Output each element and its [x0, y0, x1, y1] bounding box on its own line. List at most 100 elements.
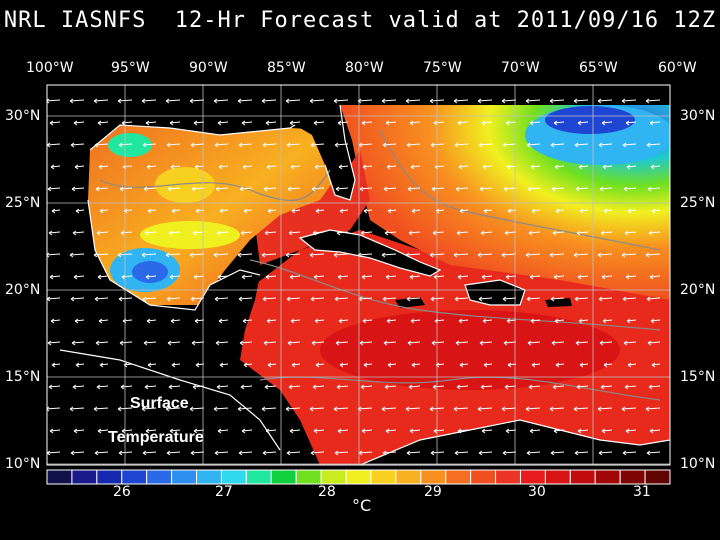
wind-arrow — [263, 186, 277, 192]
wind-arrow — [287, 186, 301, 192]
wind-arrow — [483, 208, 493, 214]
wind-arrow — [75, 208, 85, 214]
wind-arrow — [72, 230, 85, 236]
colorbar-swatch — [470, 469, 497, 485]
wind-arrow — [601, 274, 613, 280]
wind-arrow — [97, 274, 109, 280]
wind-arrow — [147, 362, 157, 368]
colorbar-swatch — [569, 469, 596, 485]
wind-arrow — [213, 252, 229, 258]
wind-arrow — [431, 186, 445, 192]
wind-arrow — [217, 428, 229, 434]
wind-arrow — [334, 142, 349, 148]
wind-arrow — [215, 186, 229, 192]
wind-arrow — [552, 384, 565, 390]
wind-arrow — [479, 186, 493, 192]
wind-arrow — [333, 252, 349, 258]
wind-arrow — [359, 340, 373, 346]
wind-arrow — [529, 120, 541, 126]
wind-arrow — [458, 164, 469, 170]
wind-arrow — [409, 428, 421, 434]
wind-arrow — [602, 318, 613, 324]
wind-arrow — [525, 406, 541, 412]
wind-arrow — [409, 274, 421, 280]
wind-arrow — [573, 252, 589, 258]
wind-arrow — [525, 252, 541, 258]
wind-arrow — [409, 120, 421, 126]
wind-arrow — [527, 186, 541, 192]
wind-arrow — [501, 98, 517, 104]
wind-arrow — [651, 208, 661, 214]
wind-arrow — [549, 406, 565, 412]
wind-arrow — [575, 340, 589, 346]
wind-arrow — [73, 120, 85, 126]
wind-arrow — [338, 164, 349, 170]
wind-arrow — [555, 362, 565, 368]
wind-arrow — [406, 142, 421, 148]
wind-arrow — [289, 274, 301, 280]
wind-arrow — [362, 164, 373, 170]
wind-arrow — [645, 98, 661, 104]
wind-arrow — [625, 274, 637, 280]
wind-arrow — [597, 252, 613, 258]
wind-arrow — [99, 362, 109, 368]
wind-arrow — [285, 406, 301, 412]
wind-arrow — [241, 120, 253, 126]
wind-arrow — [381, 98, 397, 104]
wind-arrow — [171, 362, 181, 368]
wind-arrow — [528, 230, 541, 236]
wind-arrow — [170, 164, 181, 170]
colorbar-swatch — [196, 469, 222, 485]
page-title: NRL IASNFS 12-Hr Forecast valid at 2011/… — [3, 8, 717, 33]
wind-arrow — [311, 340, 325, 346]
wind-arrow — [433, 274, 445, 280]
wind-arrow — [385, 120, 397, 126]
wind-arrow — [219, 208, 229, 214]
wind-arrow — [384, 230, 397, 236]
wind-arrow — [309, 252, 325, 258]
wind-arrow — [263, 340, 277, 346]
wind-arrow — [310, 296, 325, 302]
wind-arrow — [453, 98, 469, 104]
wind-arrow — [313, 120, 325, 126]
cold-core-atlantic — [545, 106, 635, 134]
colorbar-tick-28: 28 — [318, 484, 336, 500]
wind-arrow — [553, 274, 565, 280]
lat-label-10n-right: 10°N — [680, 456, 716, 472]
wind-arrow — [504, 230, 517, 236]
wind-arrow — [382, 450, 397, 456]
wind-arrow — [576, 230, 589, 236]
wind-arrow — [286, 296, 301, 302]
wind-arrow — [169, 428, 181, 434]
wind-arrow — [267, 362, 277, 368]
wind-arrow — [554, 164, 565, 170]
wind-arrow — [601, 120, 613, 126]
colorbar-swatch — [71, 469, 98, 485]
wind-arrow — [453, 406, 469, 412]
wind-arrow — [339, 362, 349, 368]
wind-arrow — [358, 450, 373, 456]
wind-arrow — [646, 450, 661, 456]
wind-arrow — [333, 98, 349, 104]
wind-arrow — [142, 450, 157, 456]
wind-arrow — [338, 318, 349, 324]
colorbar-swatch — [345, 469, 372, 485]
wind-arrow — [645, 252, 661, 258]
wind-arrow — [574, 450, 589, 456]
wind-arrow — [526, 142, 541, 148]
wind-arrow — [405, 252, 421, 258]
wind-arrow — [118, 450, 133, 456]
colorbar-tick-31: 31 — [633, 484, 651, 500]
cuba — [300, 230, 440, 276]
wind-arrow — [358, 142, 373, 148]
wind-arrow — [480, 230, 493, 236]
wind-arrow — [73, 274, 85, 280]
wind-arrow — [453, 252, 469, 258]
wind-arrow — [213, 406, 229, 412]
wind-arrow — [622, 450, 637, 456]
wind-arrow — [502, 450, 517, 456]
wind-arrow — [71, 340, 85, 346]
wind-arrow — [261, 406, 277, 412]
wind-arrow — [457, 120, 469, 126]
wind-arrow — [144, 230, 157, 236]
